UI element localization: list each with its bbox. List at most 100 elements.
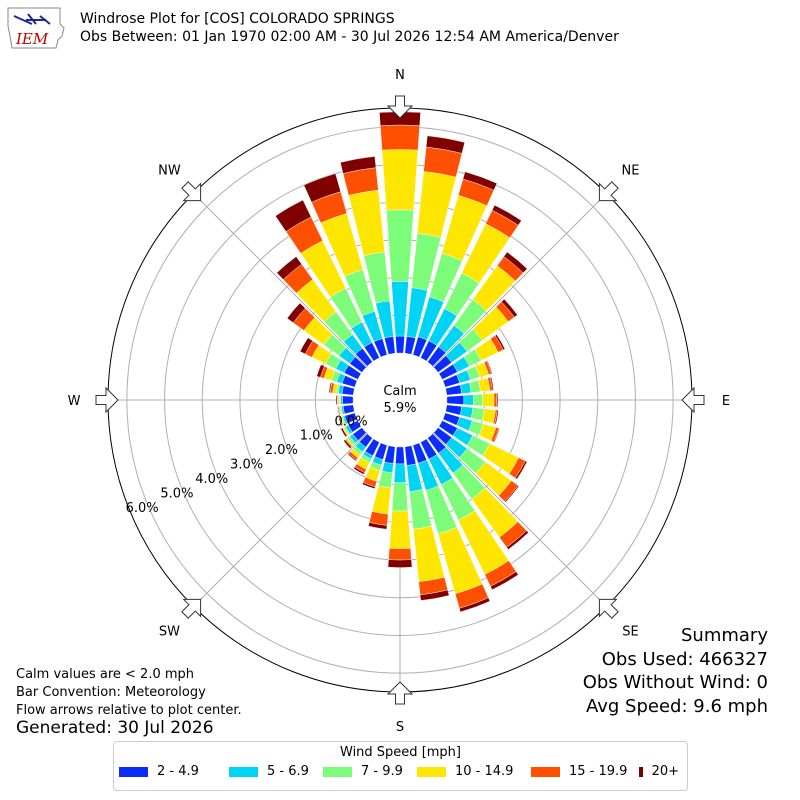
- flow-note: Flow arrows relative to plot center.: [16, 703, 242, 718]
- wind-bar-segment: [371, 485, 392, 515]
- ring-label: 2.0%: [265, 443, 298, 458]
- ring-label: 3.0%: [230, 458, 263, 473]
- wind-bar-segment: [494, 409, 499, 425]
- direction-label: S: [396, 720, 404, 735]
- summary-title: Summary: [681, 625, 768, 646]
- wind-bar-segment: [299, 337, 313, 355]
- wind-bar-segment: [387, 559, 413, 568]
- wind-bar-segment: [391, 482, 409, 512]
- flow-arrow: [181, 181, 202, 202]
- wind-bar-segment: [506, 530, 529, 550]
- legend: Wind Speed [mph] 2 - 4.9 5 - 6.9 7 - 9.9…: [113, 741, 688, 791]
- wind-bar-segment: [393, 463, 407, 484]
- wind-bar-segment: [482, 393, 495, 407]
- grid-spoke: [193, 193, 401, 401]
- wind-bar-segment: [335, 395, 338, 405]
- wind-bar-segment: [340, 395, 343, 405]
- legend-label: 2 - 4.9: [157, 764, 199, 779]
- wind-bar-segment: [459, 597, 491, 613]
- wind-bar-segment: [395, 446, 405, 465]
- wind-bar-segment: [496, 392, 499, 408]
- wind-bar-segment: [362, 482, 376, 489]
- legend-swatch: [229, 766, 258, 777]
- wind-bar-segment: [342, 404, 355, 415]
- wind-bar-segment: [504, 485, 520, 503]
- legend-item: 5 - 6.9: [229, 764, 323, 779]
- direction-label: SE: [622, 625, 638, 640]
- wind-bar-segment: [338, 416, 343, 427]
- wind-bar-segment: [303, 173, 341, 203]
- flow-arrow: [386, 95, 414, 119]
- wind-bar-segment: [341, 385, 355, 396]
- flow-arrow: [95, 386, 119, 414]
- flow-arrow: [386, 681, 414, 705]
- notes-block: Calm values are < 2.0 mph Bar Convention…: [16, 666, 242, 720]
- legend-label: 20+: [651, 764, 679, 779]
- iem-logo: IEM: [6, 6, 66, 50]
- wind-bars: [275, 111, 529, 613]
- wind-bar-segment: [459, 382, 472, 394]
- wind-bar-segment: [515, 460, 528, 480]
- wind-bar-segment: [419, 589, 450, 601]
- summary-block: Summary Obs Used: 466327 Obs Without Win…: [583, 624, 768, 718]
- flow-arrow: [598, 181, 619, 202]
- wind-bar-segment: [381, 461, 394, 474]
- legend-swatch: [119, 766, 148, 777]
- wind-bar-segment: [380, 124, 420, 151]
- legend-swatch: [531, 766, 560, 777]
- ring-label: 0.0%: [335, 414, 368, 429]
- summary-obs-used: Obs Used: 466327: [601, 648, 768, 670]
- direction-label: NE: [622, 163, 640, 178]
- wind-bar-segment: [446, 395, 465, 405]
- flow-arrows: [95, 95, 705, 705]
- wind-bar-segment: [459, 406, 474, 419]
- wind-bar-segment: [494, 334, 506, 351]
- wind-bar-segment: [378, 470, 393, 489]
- wind-bar-segment: [316, 364, 325, 378]
- legend-item: 20+: [639, 764, 679, 779]
- wind-bar-segment: [503, 251, 528, 274]
- grid-spoke: [399, 193, 607, 401]
- wind-bar-segment: [340, 156, 377, 174]
- wind-bar-segment: [490, 571, 519, 591]
- ring-label: 5.0%: [160, 486, 193, 501]
- wind-bar-segment: [472, 393, 484, 407]
- flow-arrow: [598, 598, 619, 619]
- generated-date: Generated: 30 Jul 2026: [16, 718, 214, 738]
- legend-label: 15 - 19.9: [569, 764, 628, 779]
- wind-bar-segment: [425, 135, 465, 154]
- legend-item: 2 - 4.9: [119, 764, 229, 779]
- legend-label: 5 - 6.9: [267, 764, 309, 779]
- direction-label: SW: [159, 625, 180, 640]
- wind-bar-segment: [386, 209, 414, 282]
- summary-avg-speed: Avg Speed: 9.6 mph: [586, 695, 768, 717]
- wind-bar-segment: [462, 171, 498, 191]
- wind-bar-segment: [275, 199, 312, 232]
- legend-item: 7 - 9.9: [323, 764, 417, 779]
- wind-bar-segment: [337, 406, 341, 416]
- wind-bar-segment: [347, 452, 357, 462]
- flow-arrow: [681, 386, 705, 414]
- flow-arrow: [181, 598, 202, 619]
- grid-spoke: [399, 399, 607, 607]
- direction-label: W: [68, 394, 81, 409]
- summary-obs-without-wind: Obs Without Wind: 0: [582, 672, 768, 693]
- wind-bar-segment: [501, 298, 518, 318]
- calm-center: [354, 354, 446, 446]
- calm-note: Calm values are < 2.0 mph: [16, 667, 195, 682]
- direction-label: N: [395, 68, 405, 83]
- ring-label: 4.0%: [195, 472, 228, 487]
- wind-bar-segment: [379, 111, 421, 126]
- chart-subtitle: Obs Between: 01 Jan 1970 02:00 AM - 30 J…: [80, 29, 619, 45]
- axis-labels: N NE E SE S SW W NW 0.0%1.0%2.0%3.0%4.0%5.0%6.0%: [68, 68, 731, 735]
- ring-label: 6.0%: [126, 501, 159, 516]
- legend-swatch: [639, 766, 643, 777]
- legend-swatch: [323, 766, 352, 777]
- ring-label: 1.0%: [300, 429, 333, 444]
- legend-label: 10 - 14.9: [455, 764, 514, 779]
- legend-label: 7 - 9.9: [361, 764, 403, 779]
- calm-label: Calm: [383, 384, 416, 399]
- wind-bar-segment: [328, 382, 332, 393]
